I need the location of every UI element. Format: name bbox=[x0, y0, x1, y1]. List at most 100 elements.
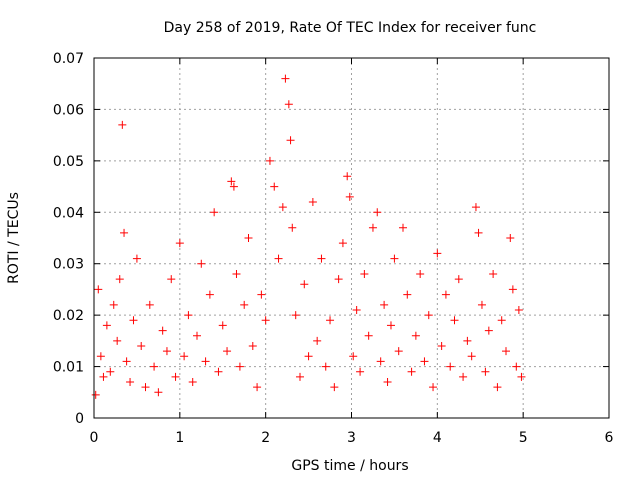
data-point bbox=[113, 336, 122, 345]
data-point bbox=[99, 372, 108, 381]
data-point bbox=[205, 290, 214, 299]
data-point bbox=[158, 326, 167, 335]
data-point bbox=[122, 357, 131, 366]
data-point bbox=[308, 198, 317, 206]
x-tick-label: 0 bbox=[90, 430, 99, 446]
data-point bbox=[253, 383, 262, 392]
x-tick-label: 4 bbox=[433, 430, 442, 446]
data-point bbox=[420, 357, 429, 366]
data-point bbox=[188, 378, 197, 386]
data-point bbox=[91, 390, 100, 399]
data-point bbox=[321, 362, 330, 371]
data-point bbox=[171, 372, 180, 381]
data-point bbox=[291, 311, 300, 320]
data-points bbox=[91, 74, 526, 399]
y-tick-label: 0 bbox=[75, 411, 84, 427]
data-point bbox=[489, 270, 498, 278]
data-point bbox=[229, 182, 238, 191]
data-point bbox=[390, 254, 399, 263]
data-point bbox=[210, 208, 219, 217]
data-point bbox=[512, 362, 521, 371]
data-point bbox=[162, 347, 171, 356]
data-point bbox=[338, 239, 347, 248]
data-point bbox=[137, 342, 146, 350]
data-point bbox=[167, 275, 176, 284]
data-point bbox=[214, 367, 223, 376]
data-point bbox=[429, 383, 438, 392]
data-point bbox=[235, 362, 244, 371]
data-point bbox=[132, 254, 141, 263]
data-point bbox=[514, 306, 523, 314]
data-point bbox=[257, 290, 266, 299]
data-point bbox=[356, 367, 365, 376]
data-point bbox=[120, 228, 129, 237]
data-point bbox=[364, 331, 373, 340]
data-point bbox=[437, 342, 446, 350]
data-point bbox=[244, 234, 253, 242]
data-point bbox=[424, 311, 433, 320]
data-point bbox=[454, 275, 463, 284]
data-point bbox=[360, 270, 369, 278]
data-point bbox=[102, 321, 111, 330]
x-axis-label: GPS time / hours bbox=[291, 458, 408, 474]
data-point bbox=[368, 223, 377, 232]
data-point bbox=[326, 316, 335, 325]
data-point bbox=[450, 316, 459, 325]
data-point bbox=[265, 156, 274, 165]
x-tick-label: 1 bbox=[175, 430, 184, 446]
data-point bbox=[284, 100, 293, 109]
data-point bbox=[296, 372, 304, 381]
data-point bbox=[506, 234, 515, 242]
data-point bbox=[386, 321, 395, 330]
data-point bbox=[508, 285, 517, 294]
data-point bbox=[383, 378, 392, 386]
data-point bbox=[394, 347, 403, 356]
data-point bbox=[345, 192, 354, 201]
data-point bbox=[109, 300, 118, 309]
data-point bbox=[352, 306, 361, 314]
data-point bbox=[463, 336, 472, 345]
data-point bbox=[106, 367, 115, 376]
y-tick-label: 0.05 bbox=[53, 154, 84, 170]
data-point bbox=[286, 136, 295, 145]
data-point bbox=[261, 316, 270, 325]
data-point bbox=[281, 74, 290, 83]
data-point bbox=[270, 182, 279, 191]
data-point bbox=[197, 259, 206, 268]
grid-lines bbox=[94, 58, 609, 418]
data-point bbox=[411, 331, 420, 340]
data-point bbox=[484, 326, 493, 335]
data-point bbox=[502, 347, 510, 356]
data-point bbox=[115, 275, 124, 284]
data-point bbox=[232, 270, 241, 278]
data-point bbox=[227, 177, 236, 186]
data-point bbox=[274, 254, 283, 263]
data-point bbox=[446, 362, 455, 371]
data-point bbox=[94, 285, 103, 294]
data-point bbox=[373, 208, 382, 217]
data-point bbox=[129, 316, 138, 325]
chart-title: Day 258 of 2019, Rate Of TEC Index for r… bbox=[164, 20, 537, 36]
y-tick-label: 0.07 bbox=[53, 51, 84, 67]
data-point bbox=[459, 372, 468, 381]
data-point bbox=[145, 300, 154, 309]
data-point bbox=[467, 352, 476, 361]
data-point bbox=[497, 316, 506, 325]
data-point bbox=[175, 239, 184, 248]
data-point bbox=[376, 357, 385, 366]
data-point bbox=[433, 249, 442, 258]
data-point bbox=[240, 300, 249, 309]
data-point bbox=[380, 300, 389, 309]
data-point bbox=[278, 203, 287, 212]
y-tick-label: 0.02 bbox=[53, 308, 84, 324]
x-tick-label: 2 bbox=[261, 430, 270, 446]
data-point bbox=[334, 275, 343, 284]
data-point bbox=[248, 342, 257, 350]
data-point bbox=[141, 383, 150, 392]
data-point bbox=[517, 372, 526, 381]
data-point bbox=[399, 223, 407, 232]
y-axis-label: ROTI / TECUs bbox=[6, 192, 22, 284]
x-axis-ticks: 0 1 2 3 4 5 6 bbox=[90, 58, 614, 446]
data-point bbox=[180, 352, 189, 361]
